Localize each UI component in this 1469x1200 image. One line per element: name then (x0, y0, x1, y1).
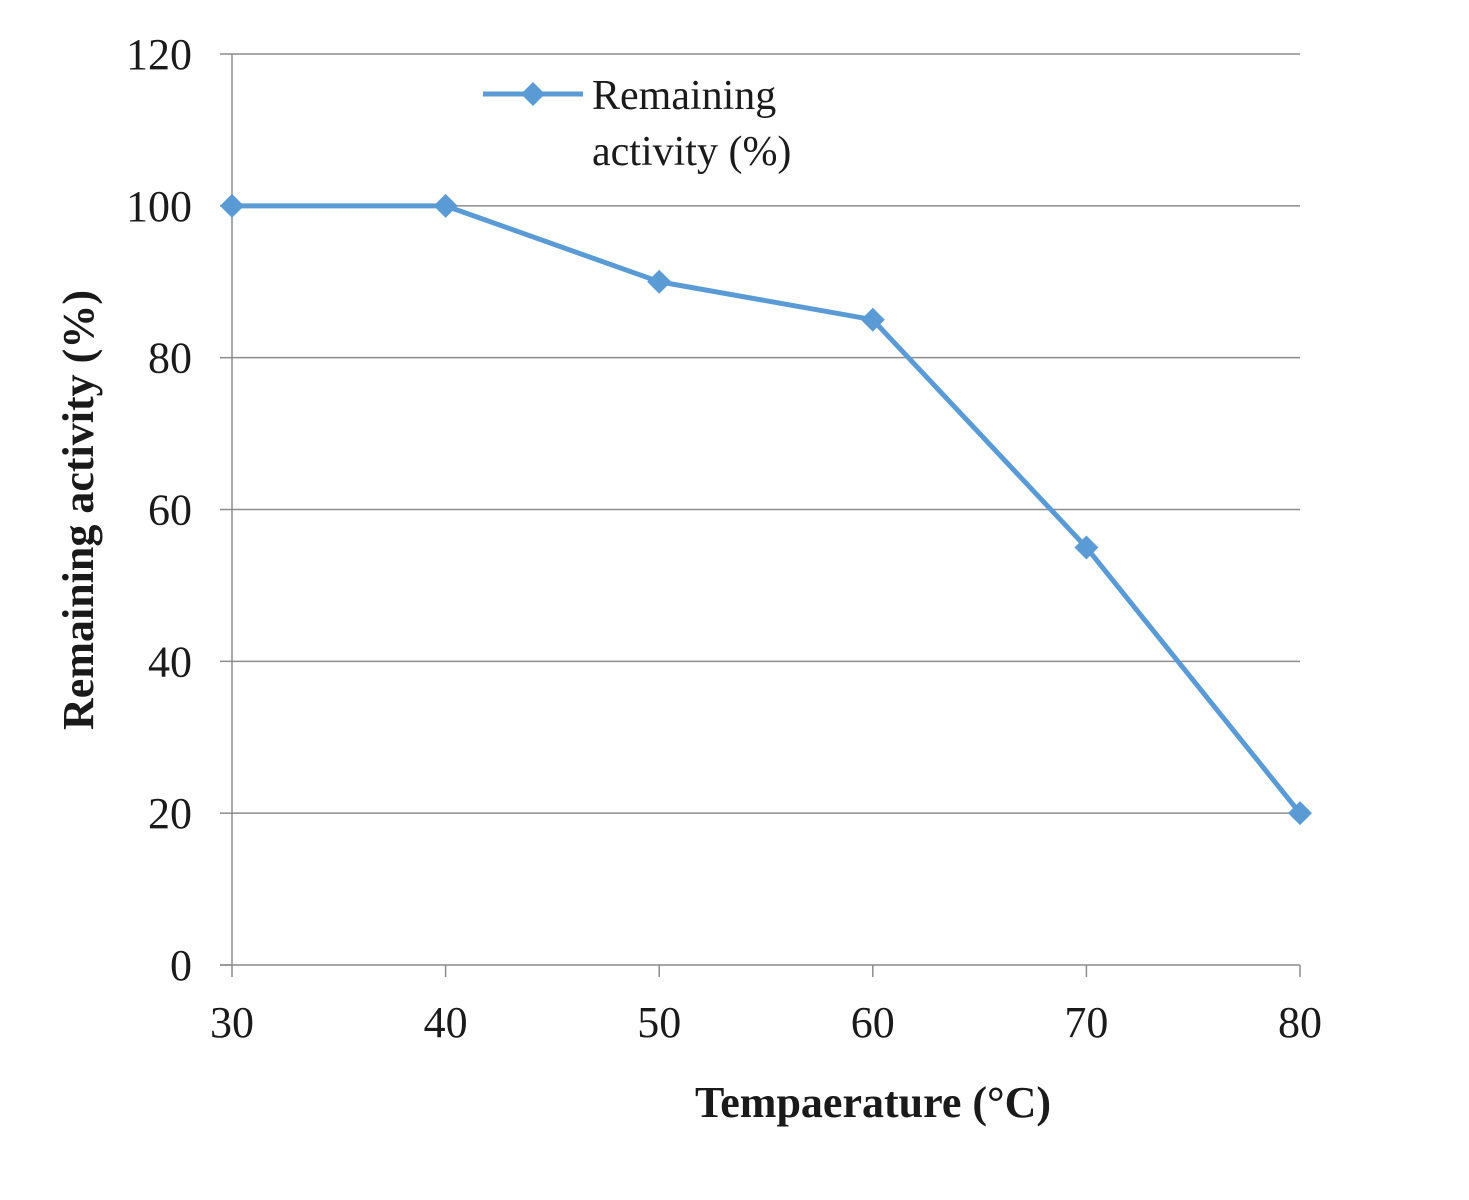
x-axis-title: Tempaerature (°C) (695, 1078, 1051, 1127)
y-tick-label: 60 (148, 486, 192, 535)
series-line (232, 203, 1302, 815)
x-tick-label: 60 (851, 998, 895, 1047)
data-point (1074, 535, 1099, 560)
y-tick-label: 0 (170, 941, 192, 990)
series-layer (220, 193, 1312, 826)
y-tick-label: 80 (148, 334, 192, 383)
y-tick-label: 20 (148, 789, 192, 838)
axis-layer: 0 20 40 60 80 100 120 30 40 50 60 70 80 (126, 30, 1322, 1047)
data-point (220, 193, 244, 218)
data-point (647, 269, 672, 294)
x-tick-label: 50 (637, 998, 681, 1047)
data-point (860, 307, 885, 332)
y-tick-label: 40 (148, 637, 192, 686)
x-tick-label: 30 (210, 998, 254, 1047)
legend-label: activity (%) (592, 129, 791, 175)
data-point (1288, 801, 1312, 826)
legend-marker (521, 82, 545, 106)
x-tick-label: 80 (1278, 998, 1322, 1047)
x-tick-label: 70 (1064, 998, 1108, 1047)
y-tick-label: 100 (126, 182, 192, 231)
y-tick-label: 120 (126, 30, 192, 79)
y-axis-title: Remaining activity (%) (54, 290, 103, 730)
legend-label: Remaining (592, 73, 776, 119)
x-tick-label: 40 (424, 998, 468, 1047)
legend: Remaining activity (%) (483, 73, 791, 175)
data-point (433, 193, 458, 218)
